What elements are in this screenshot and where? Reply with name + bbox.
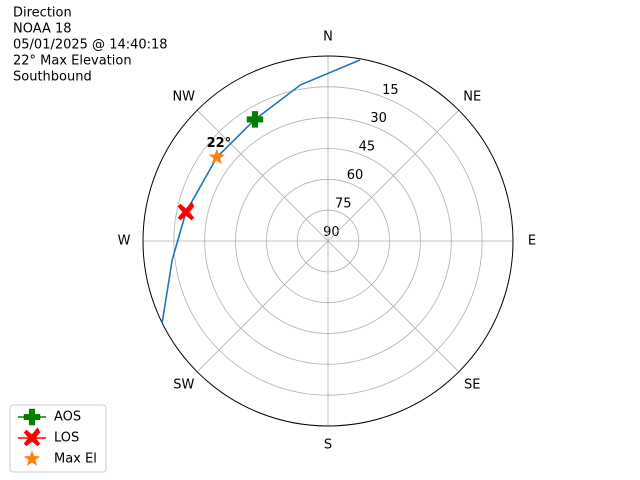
annotation: 22° <box>207 136 232 151</box>
theta-tick-label: NW <box>172 89 195 104</box>
marker-plus <box>246 111 264 128</box>
legend-label: Max El <box>54 452 97 467</box>
theta-tick-label: N <box>323 30 333 45</box>
theta-tick-label: SE <box>464 378 480 393</box>
theta-tick-label: S <box>324 438 332 453</box>
r-tick-label: 45 <box>359 140 376 155</box>
legend-label: AOS <box>54 410 81 425</box>
r-tick-label: 90 <box>323 225 340 240</box>
r-tick-label: 30 <box>370 111 387 126</box>
r-tick-label: 15 <box>382 83 399 98</box>
grid-spoke <box>327 109 460 242</box>
theta-tick-label: W <box>118 234 131 249</box>
theta-tick-label: SW <box>173 378 194 393</box>
marker-star <box>208 148 226 165</box>
r-tick-label: 60 <box>347 168 364 183</box>
title-line: Direction <box>13 6 72 21</box>
legend-marker <box>23 408 41 426</box>
theta-tick-label: NE <box>463 89 481 104</box>
title-line: Southbound <box>13 70 92 85</box>
grid-spoke <box>196 109 329 242</box>
title-line: 05/01/2025 @ 14:40:18 <box>13 38 168 53</box>
legend-label: LOS <box>54 431 79 446</box>
r-tick-label: 75 <box>335 197 352 212</box>
polar-frame <box>142 55 514 427</box>
legend-marker <box>23 450 41 467</box>
grid-spoke <box>196 240 329 373</box>
marker-x <box>177 201 195 221</box>
legend: AOS LOS Max El <box>9 404 107 473</box>
theta-tick-label: E <box>528 234 536 249</box>
title-line: 22° Max Elevation <box>13 54 132 69</box>
legend-marker <box>23 427 41 447</box>
title-line: NOAA 18 <box>13 22 72 37</box>
grid-spoke <box>327 240 460 373</box>
